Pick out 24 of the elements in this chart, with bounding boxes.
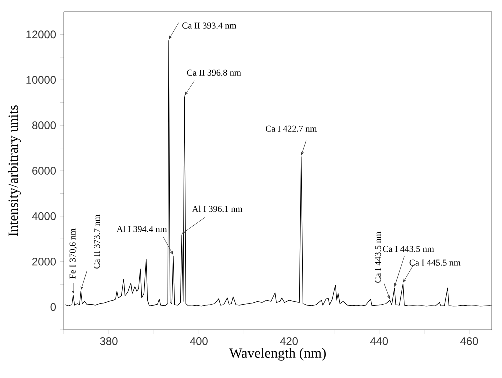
y-tick-label: 4000	[32, 212, 56, 220]
annotation: Al I 394.4 nm	[116, 226, 168, 232]
annotation: Ca I 443.5 nm	[375, 232, 382, 283]
y-tick-label: 12000	[26, 30, 56, 39]
x-tick-label: 420	[280, 338, 298, 346]
x-tick-label: 460	[460, 338, 478, 346]
y-tick-label: 0	[50, 303, 56, 312]
annotation: Ca I 445.5 nm	[410, 260, 461, 266]
y-tick-label: 6000	[32, 167, 56, 175]
annotation: Ca II 373.7 nm	[94, 214, 100, 269]
y-tick-label: 2000	[32, 258, 56, 266]
annotation: Al I 396.1 nm	[192, 206, 243, 212]
x-tick-label: 400	[190, 338, 208, 346]
x-tick-label: 380	[100, 338, 118, 346]
annotation: Ca II 393.4 nm	[182, 22, 237, 29]
y-tick-label: 10000	[26, 76, 56, 84]
annotation: Ca II 396.8 nm	[187, 70, 242, 76]
x-axis-title: Wavelength (nm)	[229, 348, 326, 361]
y-tick-label: 8000	[32, 122, 56, 130]
annotation: Fe I 370,6 nm	[70, 228, 78, 279]
x-tick-label: 440	[370, 338, 388, 346]
y-axis-title: Intensity/arbitrary units	[8, 106, 22, 236]
annotation: Ca I 422.7 nm	[266, 126, 318, 132]
annotation: Ca I 443.5 nm	[383, 246, 434, 252]
